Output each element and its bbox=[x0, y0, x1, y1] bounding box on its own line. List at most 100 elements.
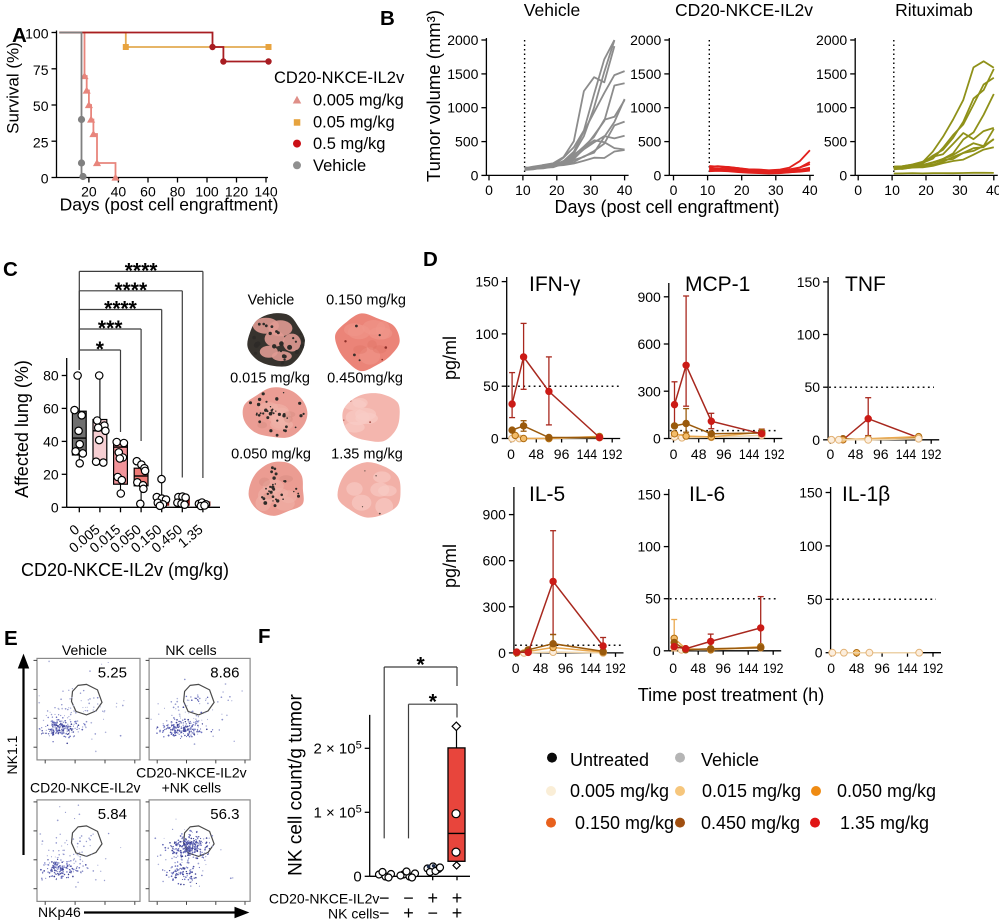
svg-text:0: 0 bbox=[498, 645, 506, 661]
svg-text:500: 500 bbox=[638, 134, 662, 150]
svg-text:60: 60 bbox=[43, 400, 59, 416]
svg-text:0: 0 bbox=[507, 446, 515, 462]
svg-text:0: 0 bbox=[669, 660, 677, 676]
svg-text:A: A bbox=[12, 24, 27, 47]
svg-text:192: 192 bbox=[921, 446, 942, 462]
svg-text:500: 500 bbox=[824, 134, 848, 150]
svg-text:pg/ml: pg/ml bbox=[440, 336, 460, 380]
svg-text:0: 0 bbox=[485, 182, 493, 198]
svg-text:144: 144 bbox=[580, 660, 601, 676]
svg-text:+: + bbox=[452, 888, 463, 908]
svg-text:B: B bbox=[380, 7, 395, 30]
svg-text:0: 0 bbox=[815, 645, 823, 661]
svg-text:150: 150 bbox=[475, 274, 499, 290]
svg-text:Survival (%): Survival (%) bbox=[4, 42, 23, 134]
svg-text:96: 96 bbox=[716, 446, 732, 462]
svg-text:20: 20 bbox=[918, 182, 934, 198]
svg-text:CD20-NKCE-IL2v: CD20-NKCE-IL2v bbox=[675, 0, 813, 20]
svg-text:****: **** bbox=[114, 279, 148, 302]
svg-text:IFN-γ: IFN-γ bbox=[529, 273, 581, 296]
svg-text:1500: 1500 bbox=[630, 66, 661, 82]
svg-text:30: 30 bbox=[768, 182, 784, 198]
svg-text:150: 150 bbox=[797, 274, 821, 290]
svg-text:40: 40 bbox=[986, 182, 999, 198]
svg-text:0.05 mg/kg: 0.05 mg/kg bbox=[313, 114, 395, 132]
svg-text:C: C bbox=[3, 258, 18, 281]
svg-text:144: 144 bbox=[896, 446, 917, 462]
svg-text:1.35 mg/kg: 1.35 mg/kg bbox=[840, 813, 929, 833]
svg-text:120: 120 bbox=[225, 184, 249, 200]
svg-text:96: 96 bbox=[873, 446, 889, 462]
svg-text:900: 900 bbox=[637, 289, 661, 305]
svg-text:80: 80 bbox=[43, 367, 59, 383]
svg-text:48: 48 bbox=[529, 446, 545, 462]
svg-text:30: 30 bbox=[952, 182, 968, 198]
svg-text:Rituximab: Rituximab bbox=[895, 0, 973, 20]
svg-text:192: 192 bbox=[764, 446, 785, 462]
svg-text:100: 100 bbox=[25, 26, 49, 42]
svg-text:144: 144 bbox=[738, 660, 759, 676]
svg-text:300: 300 bbox=[637, 383, 661, 399]
svg-text:100: 100 bbox=[797, 327, 821, 343]
svg-text:2000: 2000 bbox=[447, 32, 478, 48]
svg-text:1500: 1500 bbox=[447, 66, 478, 82]
svg-text:100: 100 bbox=[475, 326, 499, 342]
svg-text:0: 0 bbox=[654, 167, 662, 183]
svg-text:−: − bbox=[379, 888, 390, 908]
svg-text:0: 0 bbox=[491, 431, 499, 447]
svg-text:Vehicle: Vehicle bbox=[313, 157, 366, 175]
svg-text:192: 192 bbox=[605, 660, 626, 676]
svg-text:10: 10 bbox=[700, 182, 716, 198]
svg-text:600: 600 bbox=[483, 553, 507, 569]
svg-text:5.25: 5.25 bbox=[98, 665, 127, 682]
svg-text:F: F bbox=[258, 625, 271, 648]
svg-text:Untreated: Untreated bbox=[570, 750, 649, 770]
svg-text:40: 40 bbox=[617, 182, 633, 198]
svg-text:0: 0 bbox=[839, 167, 847, 183]
svg-text:Vehicle: Vehicle bbox=[524, 0, 580, 20]
svg-text:IL-5: IL-5 bbox=[529, 483, 565, 506]
svg-text:NK1.1: NK1.1 bbox=[4, 735, 20, 774]
svg-text:CD20-NKCE-IL2v (mg/kg): CD20-NKCE-IL2v (mg/kg) bbox=[21, 560, 229, 580]
svg-text:192: 192 bbox=[763, 660, 784, 676]
svg-text:2000: 2000 bbox=[630, 32, 661, 48]
svg-text:pg/ml: pg/ml bbox=[440, 544, 460, 588]
svg-text:144: 144 bbox=[577, 446, 598, 462]
svg-text:CD20-NKCE-IL2v: CD20-NKCE-IL2v bbox=[274, 69, 405, 87]
svg-text:****: **** bbox=[104, 298, 138, 321]
svg-text:50: 50 bbox=[483, 378, 499, 394]
svg-text:0: 0 bbox=[512, 660, 520, 676]
svg-text:0: 0 bbox=[670, 182, 678, 198]
svg-text:8.86: 8.86 bbox=[210, 665, 239, 682]
svg-text:96: 96 bbox=[554, 446, 570, 462]
svg-text:1500: 1500 bbox=[816, 66, 847, 82]
svg-text:CD20-NKCE-IL2v: CD20-NKCE-IL2v bbox=[30, 780, 140, 796]
svg-text:Vehicle: Vehicle bbox=[62, 642, 107, 658]
svg-text:40: 40 bbox=[43, 433, 59, 449]
svg-text:NK cells: NK cells bbox=[165, 642, 216, 658]
svg-text:*: * bbox=[417, 654, 426, 677]
svg-text:50: 50 bbox=[805, 379, 821, 395]
svg-text:48: 48 bbox=[533, 660, 549, 676]
svg-text:140: 140 bbox=[254, 184, 278, 200]
svg-text:75: 75 bbox=[33, 62, 49, 78]
svg-text:***: *** bbox=[98, 317, 123, 340]
svg-text:0: 0 bbox=[51, 499, 59, 515]
svg-text:20: 20 bbox=[81, 184, 97, 200]
svg-text:1.35 mg/kg: 1.35 mg/kg bbox=[331, 447, 403, 463]
svg-text:192: 192 bbox=[602, 446, 623, 462]
svg-text:Days (post cell engraftment): Days (post cell engraftment) bbox=[554, 197, 779, 217]
svg-text:0: 0 bbox=[827, 660, 835, 676]
svg-text:0: 0 bbox=[353, 868, 361, 885]
svg-text:IL-6: IL-6 bbox=[689, 483, 725, 506]
svg-text:−: − bbox=[403, 888, 414, 908]
svg-text:0.150 mg/kg: 0.150 mg/kg bbox=[575, 813, 674, 833]
svg-text:0.450 mg/kg: 0.450 mg/kg bbox=[701, 813, 800, 833]
svg-text:0: 0 bbox=[670, 446, 678, 462]
svg-text:300: 300 bbox=[483, 599, 507, 615]
svg-text:20: 20 bbox=[734, 182, 750, 198]
svg-text:30: 30 bbox=[583, 182, 599, 198]
svg-text:48: 48 bbox=[691, 446, 707, 462]
svg-text:*: * bbox=[96, 338, 105, 361]
svg-text:2000: 2000 bbox=[816, 32, 847, 48]
